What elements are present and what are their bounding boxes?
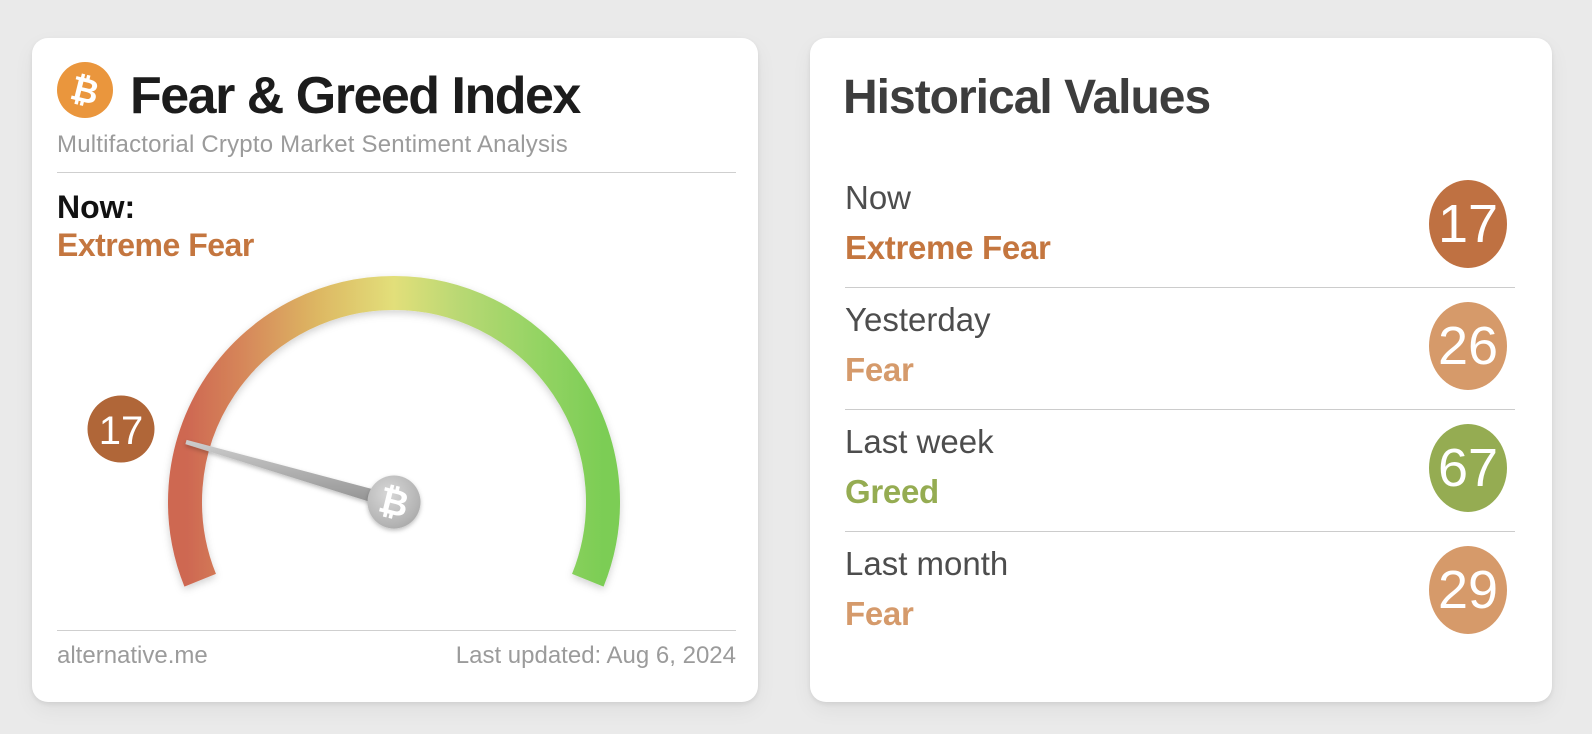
- last-updated-text: Last updated: Aug 6, 2024: [455, 642, 736, 669]
- value-badge: 26: [1429, 302, 1507, 390]
- bitcoin-logo-circle: [57, 62, 113, 118]
- row-divider: [845, 287, 1515, 288]
- row-sentiment-text: Fear: [845, 595, 914, 632]
- row-period-label: Yesterday: [845, 301, 991, 338]
- row-divider: [845, 531, 1515, 532]
- row-sentiment-text: Extreme Fear: [845, 229, 1051, 266]
- history-row-last-week: Last week Greed 67: [845, 423, 1515, 545]
- row-period-label: Last month: [845, 545, 1009, 582]
- row-period-label: Now: [845, 179, 912, 216]
- gauge-value-text: 17: [99, 409, 144, 453]
- historical-values-card: Historical Values Now Extreme Fear 17 Ye…: [810, 38, 1552, 702]
- gauge-needle: [185, 439, 396, 509]
- bitcoin-logo-icon: ₿: [57, 62, 113, 118]
- history-row-last-month: Last month Fear 29: [845, 545, 1515, 667]
- row-period-label: Last week: [845, 423, 994, 460]
- page-subtitle: Multifactorial Crypto Market Sentiment A…: [57, 131, 568, 158]
- row-divider: [845, 409, 1515, 410]
- current-sentiment-text: Extreme Fear: [57, 227, 254, 263]
- row-sentiment-text: Greed: [845, 473, 939, 510]
- row-sentiment-text: Fear: [845, 351, 914, 388]
- historical-values-title: Historical Values: [843, 71, 1211, 124]
- site-link[interactable]: alternative.me: [57, 642, 208, 669]
- footer-divider: [57, 630, 736, 631]
- sentiment-gauge: ₿ 17: [87, 276, 620, 587]
- value-badge: 29: [1429, 546, 1507, 634]
- gauge-value-badge: [87, 395, 155, 463]
- card-footer: alternative.me Last updated: Aug 6, 2024: [57, 642, 736, 670]
- value-badge: 17: [1429, 180, 1507, 268]
- history-row-yesterday: Yesterday Fear 26: [845, 301, 1515, 423]
- fear-greed-index-card: ₿ Fear & Greed Index Multifactorial Cryp…: [32, 38, 758, 702]
- value-badge: 67: [1429, 424, 1507, 512]
- page-title: Fear & Greed Index: [130, 67, 581, 125]
- gauge-arc: [168, 276, 620, 587]
- history-row-now: Now Extreme Fear 17: [845, 179, 1515, 301]
- now-label: Now:: [57, 189, 136, 225]
- header-divider: [57, 172, 736, 173]
- gauge-hub: [367, 475, 421, 529]
